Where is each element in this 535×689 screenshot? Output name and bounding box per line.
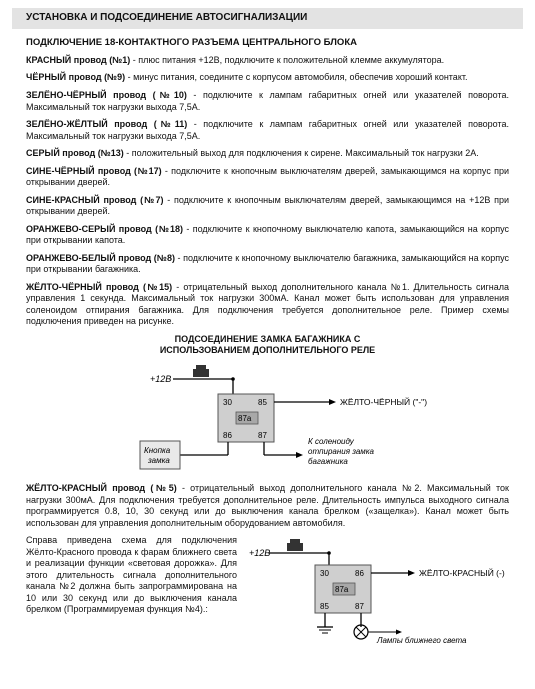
bottom-row: Справа приведена схема для подключения Ж… [26, 535, 509, 649]
d1-sol-l1: К соленоиду [308, 437, 355, 446]
entry-4: ЗЕЛЁНО-ЖЁЛТЫЙ провод (№11) - подключите … [26, 119, 509, 142]
entry-1: КРАСНЫЙ провод (№1) - плюс питания +12В,… [26, 55, 509, 67]
entry-4-name: ЗЕЛЁНО-ЖЁЛТЫЙ провод (№11) [26, 119, 187, 129]
entry-9: ОРАНЖЕВО-БЕЛЫЙ провод (№8) - подключите … [26, 253, 509, 276]
entry-11-name: ЖЁЛТО-КРАСНЫЙ провод (№5) [26, 483, 177, 493]
entry-10: ЖЁЛТО-ЧЁРНЫЙ провод (№15) - отрицательны… [26, 282, 509, 328]
entry-9-name: ОРАНЖЕВО-БЕЛЫЙ провод (№8) [26, 253, 175, 263]
diagram1-title: ПОДСОЕДИНЕНИЕ ЗАМКА БАГАЖНИКА С ИСПОЛЬЗО… [26, 334, 509, 357]
entry-6-name: СИНЕ-ЧЁРНЫЙ провод (№17) [26, 166, 162, 176]
entry-5-text: - положительный выход для подключения к … [124, 148, 479, 158]
d1-btn-l1: Кнопка [144, 446, 171, 455]
diagram1-title-l2: ИСПОЛЬЗОВАНИЕМ ДОПОЛНИТЕЛЬНОГО РЕЛЕ [26, 345, 509, 357]
section-title: ПОДКЛЮЧЕНИЕ 18-КОНТАКТНОГО РАЗЪЕМА ЦЕНТР… [26, 37, 509, 49]
entry-2-name: ЧЁРНЫЙ провод (№9) [26, 72, 125, 82]
entry-1-name: КРАСНЫЙ провод (№1) [26, 55, 130, 65]
d2-pin86: 86 [355, 569, 364, 578]
page-header-bar: УСТАНОВКА И ПОДСОЕДИНЕНИЕ АВТОСИГНАЛИЗАЦ… [12, 8, 523, 29]
document-page: УСТАНОВКА И ПОДСОЕДИНЕНИЕ АВТОСИГНАЛИЗАЦ… [0, 0, 535, 689]
d2-pin87: 87 [355, 602, 364, 611]
entry-6: СИНЕ-ЧЁРНЫЙ провод (№17) - подключите к … [26, 166, 509, 189]
d1-pin30: 30 [223, 398, 232, 407]
d1-btn-l2: замка [147, 456, 170, 465]
diagram1-title-l1: ПОДСОЕДИНЕНИЕ ЗАМКА БАГАЖНИКА С [26, 334, 509, 346]
entry-2-text: - минус питания, соедините с корпусом ав… [125, 72, 467, 82]
entry-12: Справа приведена схема для подключения Ж… [26, 535, 237, 622]
d2-pin85: 85 [320, 602, 329, 611]
entry-3: ЗЕЛЁНО-ЧЁРНЫЙ провод (№10) - подключите … [26, 90, 509, 113]
d1-pin87: 87 [258, 431, 267, 440]
entry-5: СЕРЫЙ провод (№13) - положительный выход… [26, 148, 509, 160]
d2-v12: +12В [249, 548, 270, 558]
page-header-text: УСТАНОВКА И ПОДСОЕДИНЕНИЕ АВТОСИГНАЛИЗАЦ… [26, 12, 307, 23]
d2-lamps: Лампы ближнего света [376, 636, 467, 645]
entry-12-text: Справа приведена схема для подключения Ж… [26, 535, 237, 616]
entry-5-name: СЕРЫЙ провод (№13) [26, 148, 124, 158]
entry-3-name: ЗЕЛЁНО-ЧЁРНЫЙ провод (№10) [26, 90, 187, 100]
entry-1-text: - плюс питания +12В, подключите к положи… [130, 55, 444, 65]
d1-sol-l3: багажника [308, 457, 348, 466]
diagram1: +12В 87a 30 85 86 87 ЖЁЛТО-ЧЁРНЫЙ ("-") … [26, 359, 509, 478]
d1-pin85: 85 [258, 398, 267, 407]
d1-pin86: 86 [223, 431, 232, 440]
entry-7-name: СИНЕ-КРАСНЫЙ провод (№7) [26, 195, 164, 205]
entry-10-name: ЖЁЛТО-ЧЁРНЫЙ провод (№15) [26, 282, 172, 292]
d1-v12: +12В [150, 374, 171, 384]
d1-wire-label: ЖЁЛТО-ЧЁРНЫЙ ("-") [340, 396, 427, 407]
d2-pin87a: 87a [335, 585, 349, 594]
d1-pin87a: 87a [238, 414, 252, 423]
entry-8-name: ОРАНЖЕВО-СЕРЫЙ провод (№18) [26, 224, 183, 234]
diagram2: +12В 87a 30 86 85 87 ЖЁЛТО-КРАСНЫЙ (-) [249, 535, 509, 649]
d2-pin30: 30 [320, 569, 329, 578]
entry-8: ОРАНЖЕВО-СЕРЫЙ провод (№18) - подключите… [26, 224, 509, 247]
d2-wire-label: ЖЁЛТО-КРАСНЫЙ (-) [419, 567, 505, 578]
entry-11: ЖЁЛТО-КРАСНЫЙ провод (№5) - отрицательны… [26, 483, 509, 529]
entry-2: ЧЁРНЫЙ провод (№9) - минус питания, соед… [26, 72, 509, 84]
entry-7: СИНЕ-КРАСНЫЙ провод (№7) - подключите к … [26, 195, 509, 218]
d1-sol-l2: отпирания замка [308, 447, 375, 456]
